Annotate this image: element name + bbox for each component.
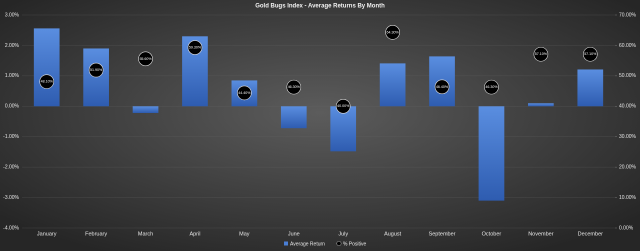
bar (132, 106, 159, 113)
y2-tick-label: 0.00% (619, 225, 634, 231)
legend-swatch (284, 241, 288, 246)
point (138, 51, 153, 67)
bar (379, 63, 406, 107)
data-label: 57.10% (584, 52, 597, 56)
data-label: 48.10% (41, 80, 54, 84)
data-label: 46.30% (288, 85, 301, 89)
data-label: 46.40% (436, 85, 449, 89)
y-tick-label: -4.00% (3, 225, 19, 231)
y2-tick-label: 50.00% (619, 73, 637, 79)
bar (577, 69, 604, 107)
point (187, 40, 203, 55)
point (434, 79, 450, 95)
point (335, 98, 351, 114)
y-tick-label: 3.00% (5, 12, 20, 18)
data-label: 57.10% (535, 52, 548, 56)
data-label: 59.30% (189, 46, 202, 50)
y2-tick-label: 40.00% (619, 104, 637, 110)
legend-label: Average Return (290, 241, 325, 247)
bar (478, 106, 505, 201)
y-tick-label: -2.00% (3, 164, 19, 170)
point (237, 85, 252, 101)
point (39, 74, 55, 89)
y-tick-label: -1.00% (3, 134, 19, 140)
data-label: 40.00% (337, 104, 350, 108)
bar (83, 48, 109, 107)
bar (280, 106, 307, 129)
x-tick-label: November (528, 231, 554, 237)
x-tick-label: April (189, 231, 200, 237)
y2-tick-label: 10.00% (619, 195, 637, 201)
y-tick-label: -3.00% (3, 195, 19, 201)
point (385, 25, 400, 40)
bar (330, 106, 357, 152)
y-tick-label: 1.00% (5, 73, 20, 79)
point (484, 79, 499, 95)
bar (528, 103, 554, 107)
x-tick-label: September (429, 231, 456, 237)
data-label: 51.90% (90, 68, 103, 72)
y-tick-label: 0.00% (5, 104, 20, 110)
point (88, 62, 104, 78)
data-label: 55.60% (139, 57, 152, 61)
x-tick-label: June (288, 231, 300, 237)
x-tick-label: January (37, 231, 57, 237)
y-tick-label: 2.00% (5, 43, 20, 49)
legend-swatch (336, 241, 342, 246)
y2-tick-label: 60.00% (619, 43, 637, 49)
point (533, 46, 549, 62)
chart-title: Gold Bugs Index - Average Returns By Mon… (255, 4, 385, 10)
data-label: 46.30% (485, 85, 498, 89)
y2-tick-label: 70.00% (619, 12, 637, 18)
x-tick-label: February (85, 231, 107, 237)
y2-tick-label: 30.00% (619, 134, 637, 140)
y2-tick-label: 20.00% (619, 164, 637, 170)
x-tick-label: July (338, 231, 348, 237)
x-tick-label: October (482, 231, 502, 237)
point (582, 46, 598, 62)
x-tick-label: August (384, 231, 402, 237)
bar (33, 28, 60, 107)
point (286, 79, 302, 95)
x-tick-label: May (239, 231, 250, 237)
legend-label: % Positive (343, 241, 367, 247)
x-tick-label: December (578, 231, 604, 237)
data-label: 44.40% (238, 91, 251, 95)
data-label: 64.30% (387, 30, 400, 34)
x-tick-label: March (138, 231, 153, 237)
